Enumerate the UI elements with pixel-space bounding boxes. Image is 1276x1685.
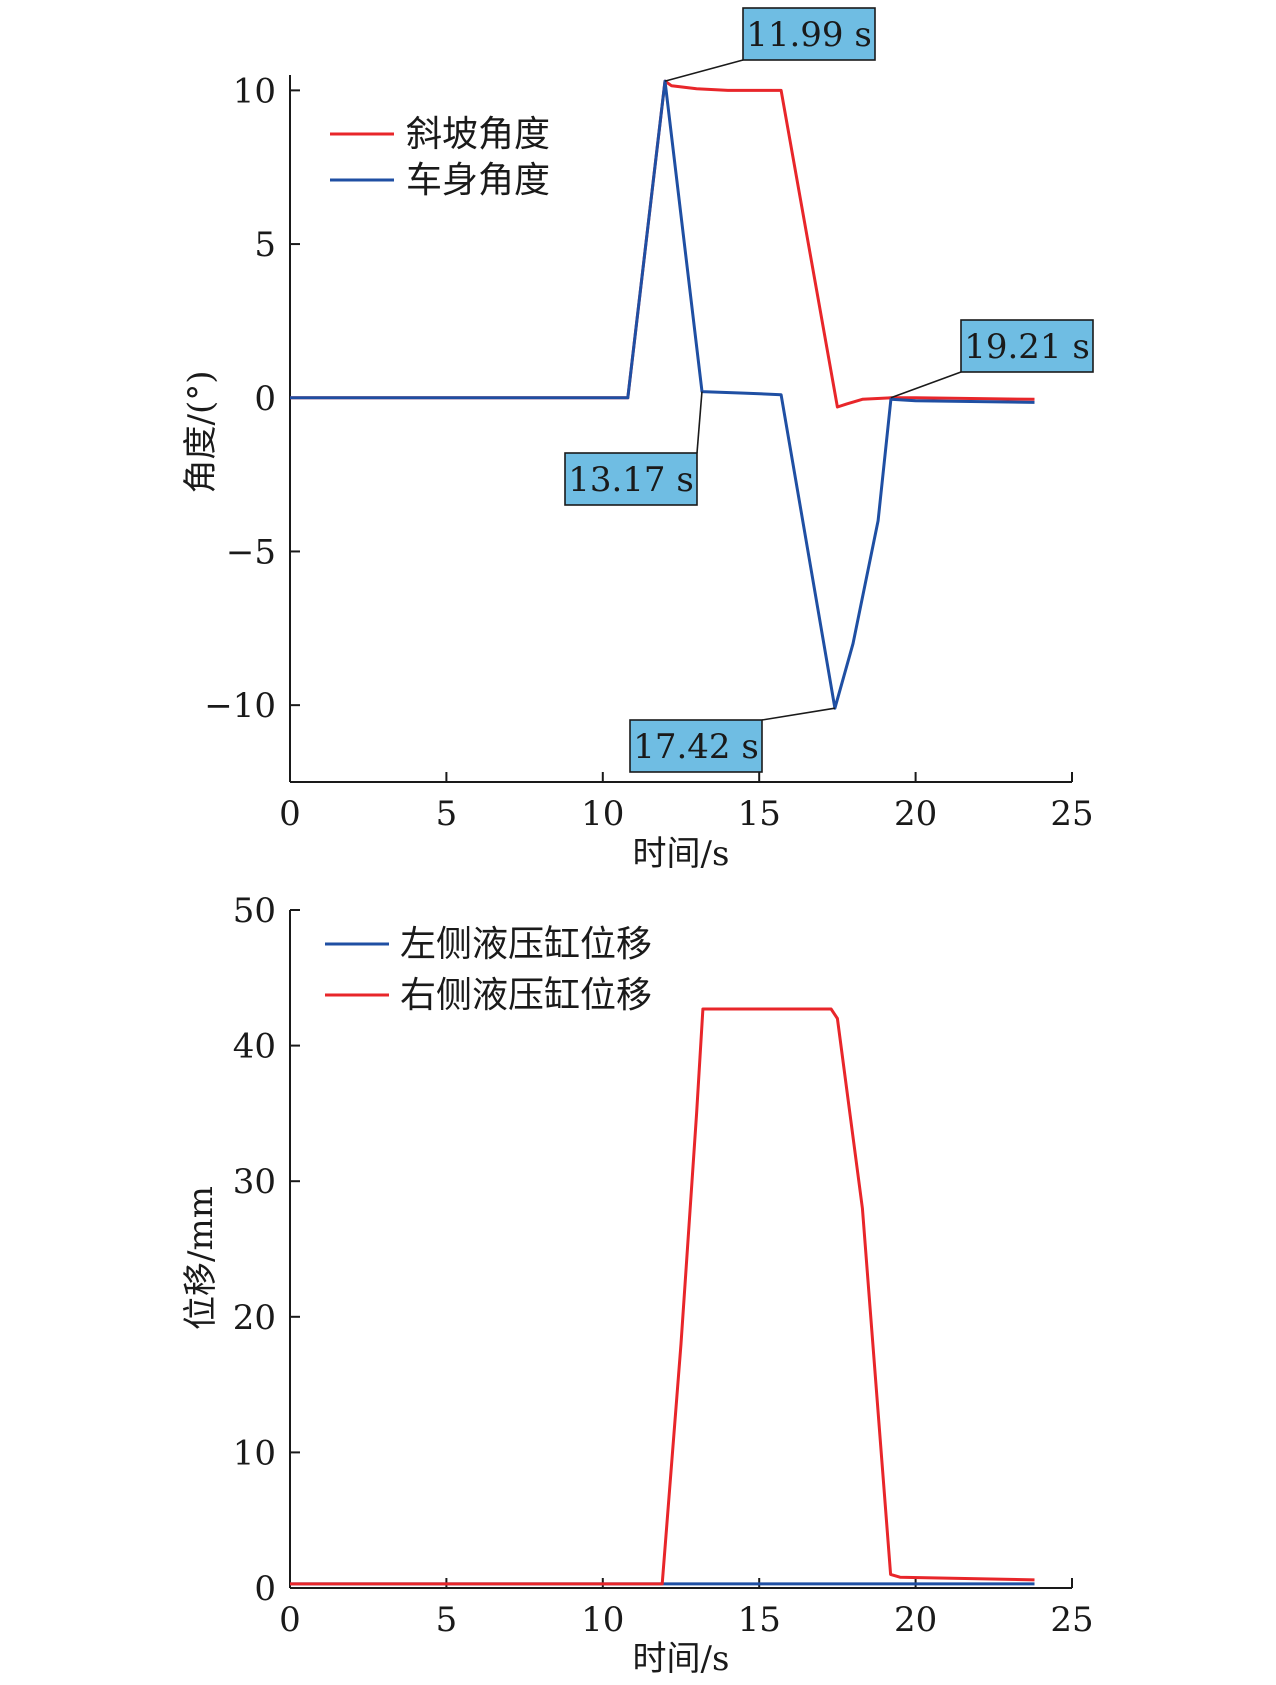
callout-box <box>564 452 698 506</box>
x-tick-label: 15 <box>738 1600 781 1640</box>
x-tick-label: 5 <box>436 1600 458 1640</box>
x-tick-label: 20 <box>894 794 937 834</box>
callout-label: 19.21 s <box>964 327 1090 367</box>
angle-chart: 0 5 10 15 20 25 −10 −5 0 5 10 时间/s 角度/(°) 11.99 s… <box>181 7 1094 874</box>
y-tick-label: 5 <box>254 225 276 265</box>
y-tick-label: 0 <box>254 379 276 419</box>
legend-label-left-cylinder: 左侧液压缸位移 <box>400 924 652 965</box>
legend: 斜坡角度 车身角度 <box>330 114 550 201</box>
callout-box <box>742 7 876 61</box>
y-axis-label: 位移/mm <box>181 1186 221 1330</box>
callout-label: 13.17 s <box>568 460 694 500</box>
callout-label: 17.42 s <box>633 727 759 767</box>
x-tick-label: 10 <box>581 1600 624 1640</box>
y-tick-label: 40 <box>233 1027 276 1067</box>
x-tick-label: 5 <box>436 794 458 834</box>
x-tick-label: 0 <box>279 794 301 834</box>
legend-label-body-angle: 车身角度 <box>406 160 550 201</box>
x-tick-label: 10 <box>581 794 624 834</box>
callout-label: 11.99 s <box>746 15 872 55</box>
callout-leader <box>761 707 836 721</box>
y-tick-label: 10 <box>233 1433 276 1473</box>
x-tick-label: 20 <box>894 1600 937 1640</box>
series-line-0 <box>290 79 1035 409</box>
displacement-chart: 0 5 10 15 20 25 0 10 20 30 40 50 时间/s 位移/mm 左侧液压缸位… <box>181 891 1094 1679</box>
callout-leader <box>696 391 703 454</box>
y-tick-label: 10 <box>233 71 276 111</box>
y-tick-label: −5 <box>226 532 276 572</box>
callout-leader <box>664 59 744 82</box>
legend-label-slope-angle: 斜坡角度 <box>406 114 550 155</box>
x-tick-label: 25 <box>1050 1600 1093 1640</box>
x-tick-label: 0 <box>279 1600 301 1640</box>
x-axis-label: 时间/s <box>633 834 730 874</box>
y-tick-label: 0 <box>254 1569 276 1609</box>
x-axis-label: 时间/s <box>633 1639 730 1679</box>
callout-box <box>960 319 1094 373</box>
y-axis-label: 角度/(°) <box>181 371 221 494</box>
x-tick-label: 25 <box>1050 794 1093 834</box>
series-line-1 <box>290 79 1035 710</box>
y-tick-label: −10 <box>204 686 276 726</box>
y-tick-label: 30 <box>233 1162 276 1202</box>
y-tick-label: 50 <box>233 891 276 931</box>
series-line-1 <box>290 1007 1035 1586</box>
callout-leader <box>890 371 962 399</box>
callout-box <box>629 719 763 773</box>
legend-label-right-cylinder: 右侧液压缸位移 <box>400 975 652 1016</box>
legend: 左侧液压缸位移 右侧液压缸位移 <box>325 924 652 1016</box>
y-tick-label: 20 <box>233 1298 276 1338</box>
x-tick-label: 15 <box>738 794 781 834</box>
